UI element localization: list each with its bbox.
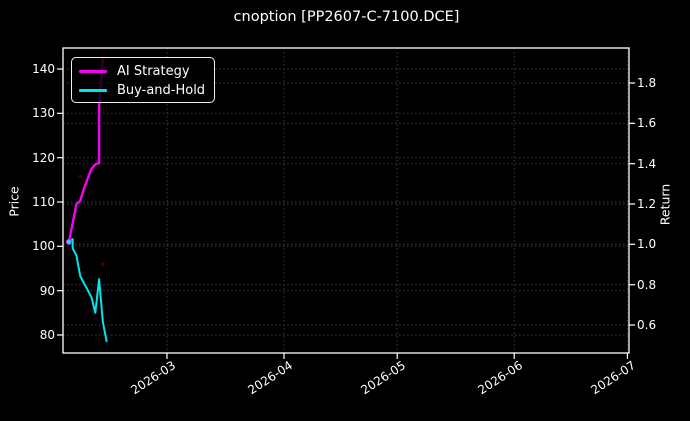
legend-item-ai-strategy: AI Strategy — [79, 62, 214, 81]
y-left-tick-label-110: 110 — [32, 195, 55, 209]
y-right-tick-label-0.6: 0.6 — [637, 318, 657, 332]
y-right-tick-label-0.8: 0.8 — [637, 277, 657, 292]
y-left-tick-label-120: 120 — [32, 150, 55, 165]
y-left-tick-label-130: 130 — [32, 106, 55, 121]
legend-label-buy-and-hold: Buy-and-Hold — [117, 83, 206, 98]
y-right-tick-label-1.4: 1.4 — [637, 156, 657, 171]
y-left-tick-label-100: 100 — [32, 239, 55, 254]
y-left-tick-label-90: 90 — [39, 283, 55, 298]
y-right-tick-label-1.0: 1.0 — [637, 237, 657, 252]
legend-item-buy-and-hold: Buy-and-Hold — [79, 81, 214, 100]
series-line-buy-and-hold — [67, 238, 108, 343]
y-left-tick-label-140: 140 — [32, 62, 55, 76]
series-line-ai-strategy — [67, 56, 105, 244]
series-start-marker-buy-and-hold — [66, 239, 72, 245]
y-right-tick-label-1.2: 1.2 — [637, 197, 657, 211]
y-right-tick-label-1.8: 1.8 — [637, 76, 657, 90]
legend-line-sample-ai-strategy — [79, 70, 107, 73]
axes-spines — [62, 47, 630, 354]
faint-marker-dot-1 — [100, 262, 105, 267]
chart-title: cnoption [PP2607-C-7100.DCE] — [233, 9, 460, 25]
faint-marker-dot-0 — [78, 174, 83, 179]
legend: AI Strategy Buy-and-Hold — [71, 57, 215, 103]
y-left-tick-label-80: 80 — [39, 328, 55, 342]
legend-label-ai-strategy: AI Strategy — [117, 64, 190, 79]
y-right-tick-label-1.6: 1.6 — [637, 116, 657, 131]
legend-line-sample-buy-and-hold — [79, 89, 107, 92]
